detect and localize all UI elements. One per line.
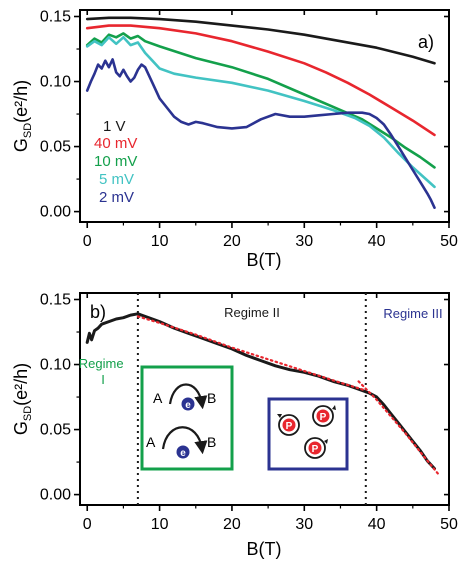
y-tick-label: 0.15	[40, 292, 71, 309]
particle-3	[308, 441, 322, 455]
panel-b-y-label-suffix: (e²/h)	[11, 363, 31, 406]
panel-a-label: a)	[418, 32, 434, 52]
orbit-arrow-2	[332, 405, 336, 410]
orbit-ring-2	[312, 405, 334, 427]
panel-b-y-label-main: G	[11, 421, 31, 435]
x-tick-label: 40	[368, 233, 386, 250]
series-line-3	[85, 32, 436, 169]
electron-bottom	[176, 445, 190, 459]
panel-a-plot-frame	[79, 9, 450, 223]
legend-entry-2mv: 2 mV	[99, 189, 134, 206]
series-line-4	[85, 35, 436, 189]
particle-2	[316, 409, 330, 423]
particle-1	[282, 418, 296, 432]
inset-skipping-orbits: A B e A B e	[140, 365, 234, 471]
panel-b-x-ticks: 0 10 20 30 40 50	[83, 293, 458, 533]
orbit-arc-top	[168, 383, 208, 410]
panel-a-x-axis-label: B(T)	[247, 250, 282, 270]
inset-cyclotron-orbits: P P P	[267, 397, 349, 471]
panel-b-y-ticks: 0.00 0.05 0.10 0.15	[40, 292, 449, 504]
orbit-arc-bottom	[161, 426, 208, 455]
panel-a-y-label-suffix: (e²/h)	[11, 80, 31, 123]
legend-entry-1v: 1 V	[103, 118, 126, 135]
inset-left-label-a-top: A	[153, 390, 163, 406]
panel-b-y-label-sub: SD	[22, 406, 34, 421]
panel-a-series	[85, 16, 436, 209]
legend-entry-40mv: 40 mV	[94, 135, 137, 152]
inset-left-label-b-bottom: B	[207, 434, 216, 450]
x-tick-label: 40	[368, 516, 386, 533]
x-tick-label: 30	[295, 516, 313, 533]
x-tick-label: 0	[83, 516, 92, 533]
orbit-ring-3	[304, 437, 326, 459]
y-tick-label: 0.00	[40, 204, 71, 221]
x-tick-label: 10	[151, 516, 169, 533]
x-tick-label: 0	[83, 233, 92, 250]
panel-b-plot-frame	[79, 292, 450, 506]
panel-b: 0 10 20 30 40 50 0.00 0.05 0.10 0.15 b) Regime I…	[11, 292, 458, 559]
series-line-3	[357, 380, 440, 475]
panel-a-legend: 1 V 40 mV 10 mV 5 mV 2 mV	[94, 118, 137, 206]
series-line-2	[85, 24, 436, 137]
panel-a-y-ticks: 0.00 0.05 0.10 0.15	[40, 9, 449, 221]
x-tick-label: 10	[151, 233, 169, 250]
x-tick-label: 20	[223, 516, 241, 533]
y-tick-label: 0.10	[40, 74, 71, 91]
regime-1-label-line1: Regime	[79, 356, 124, 371]
series-line-2	[136, 315, 367, 392]
x-tick-label: 50	[440, 516, 458, 533]
panel-a-x-ticks: 0 10 20 30 40 50	[83, 10, 458, 250]
legend-entry-10mv: 10 mV	[94, 153, 137, 170]
y-tick-label: 0.10	[40, 357, 71, 374]
panel-a-y-label-sub: SD	[22, 123, 34, 138]
particle-3-label: P	[312, 444, 319, 455]
series-line-1	[85, 312, 436, 471]
y-tick-label: 0.05	[40, 139, 71, 156]
legend-entry-5mv: 5 mV	[99, 171, 134, 188]
inset-left-label-b-top: B	[207, 390, 216, 406]
electron-bottom-label: e	[180, 448, 186, 459]
particle-2-label: P	[320, 412, 327, 423]
panel-a-y-label-main: G	[11, 138, 31, 152]
particle-1-label: P	[286, 421, 293, 432]
y-tick-label: 0.00	[40, 487, 71, 504]
orbit-arrow-3	[324, 439, 328, 444]
panel-b-x-axis-label: B(T)	[247, 539, 282, 559]
regime-3-label: Regime III	[383, 306, 442, 321]
panel-a-y-axis-label: GSD(e²/h)	[11, 80, 34, 152]
regime-1-label: Regime I	[79, 356, 127, 387]
x-tick-label: 50	[440, 233, 458, 250]
y-tick-label: 0.05	[40, 422, 71, 439]
orbit-arrow-1	[277, 414, 282, 418]
panel-a: 0 10 20 30 40 50 0.00 0.05 0.10 0.15 a) 1 V 40 m…	[11, 9, 458, 270]
panel-b-label: b)	[90, 302, 106, 322]
inset-right-frame	[267, 397, 349, 471]
panel-b-series	[85, 312, 440, 475]
regime-1-label-line2: I	[101, 372, 105, 387]
y-tick-label: 0.15	[40, 9, 71, 26]
panel-b-y-axis-label: GSD(e²/h)	[11, 363, 34, 435]
regime-2-label: Regime II	[224, 305, 280, 320]
x-tick-label: 30	[295, 233, 313, 250]
orbit-ring-1	[278, 414, 300, 436]
series-line-5	[85, 58, 436, 209]
x-tick-label: 20	[223, 233, 241, 250]
electron-top-label: e	[185, 400, 191, 411]
inset-left-label-a-bottom: A	[146, 434, 156, 450]
series-line-1	[85, 16, 436, 65]
electron-top	[181, 397, 195, 411]
